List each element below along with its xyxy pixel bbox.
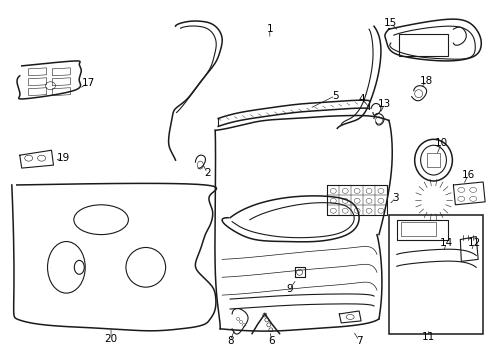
Text: 13: 13	[378, 99, 392, 109]
Text: 6: 6	[269, 336, 275, 346]
Bar	[401, 222, 436, 235]
Text: 2: 2	[204, 168, 211, 178]
Text: 12: 12	[467, 238, 481, 248]
Text: 16: 16	[462, 170, 475, 180]
Text: 14: 14	[440, 238, 453, 248]
Text: 5: 5	[332, 91, 339, 101]
Text: 9: 9	[286, 284, 293, 294]
Text: 1: 1	[267, 24, 273, 34]
Text: 17: 17	[82, 78, 95, 88]
Bar	[399, 34, 448, 56]
Text: 20: 20	[104, 334, 118, 344]
Text: 15: 15	[384, 18, 397, 28]
Text: 19: 19	[57, 153, 70, 163]
Text: 4: 4	[359, 94, 366, 104]
Bar	[389, 215, 483, 334]
Text: 3: 3	[392, 193, 399, 203]
Text: 8: 8	[227, 336, 233, 346]
Text: 11: 11	[422, 332, 435, 342]
Text: 7: 7	[356, 336, 363, 346]
Text: 10: 10	[435, 138, 448, 148]
Bar	[427, 153, 441, 167]
Text: 18: 18	[420, 76, 433, 86]
